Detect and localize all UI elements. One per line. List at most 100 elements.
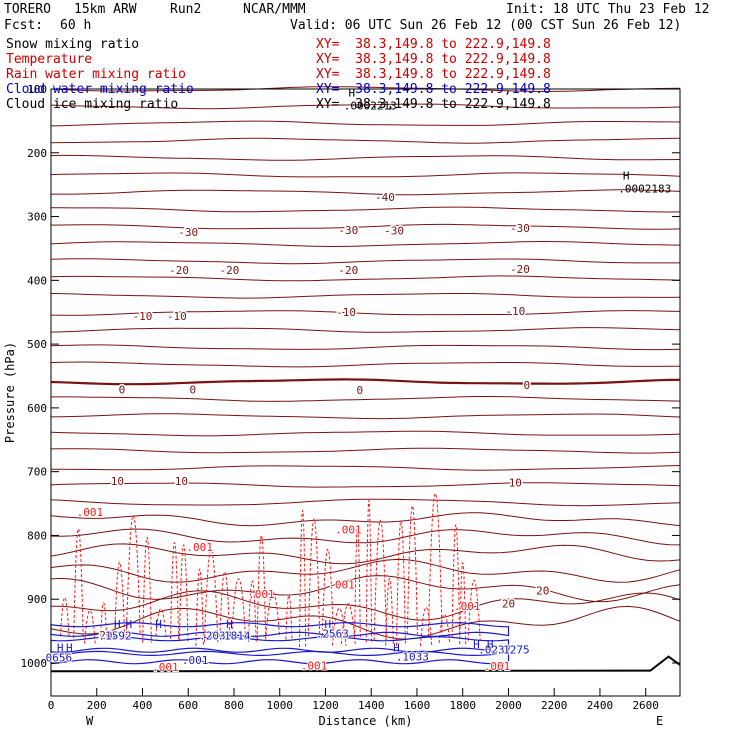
isotherm-line (50, 482, 681, 488)
isotherm-label: 10 (111, 475, 124, 488)
x-tick-label: 2400 (587, 699, 614, 712)
rain-contour (100, 602, 108, 638)
x-tick-label: 2200 (541, 699, 568, 712)
cloud-max-mark: H (324, 618, 331, 631)
isotherm-line (50, 558, 681, 583)
isotherm-line (50, 378, 681, 386)
forecast-label: Fcst: (4, 18, 44, 33)
isotherm-line (50, 275, 681, 282)
rain-contour (396, 520, 406, 646)
isotherm-line (50, 86, 681, 93)
isotherm-line (51, 590, 681, 621)
rain-contour (285, 594, 293, 640)
isotherm-line (50, 543, 681, 565)
terrain-line-path (50, 655, 681, 673)
isotherm-label: 10 (509, 477, 522, 490)
cloud-max-mark: H (226, 618, 233, 631)
legend-snow-xy: XY= 38.3,149.8 to 222.9,149.8 (316, 37, 551, 52)
isotherm-label: 0 (119, 383, 126, 396)
isotherm-line (50, 430, 681, 437)
y-tick-label: 100 (27, 83, 47, 96)
legend-cloud-water-xy: XY= 38.3,149.8 to 222.9,149.8 (316, 82, 551, 97)
rain-contour (195, 568, 204, 646)
cloud-max-mark: H (57, 642, 64, 655)
cloud-water-label: .1592 (98, 630, 131, 643)
isotherm-label: -20 (510, 263, 530, 276)
plot-frame-rect (50, 88, 681, 697)
isotherm-line (50, 498, 681, 507)
isotherm-line (50, 103, 681, 110)
rain-contour (265, 591, 281, 636)
rain-contour (427, 492, 443, 637)
y-tick-label: 500 (27, 338, 47, 351)
x-tick-label: 0 (48, 699, 55, 712)
cloud-water-label: .001 (182, 654, 209, 667)
rain-contour (73, 528, 84, 639)
rain-label: .001 (301, 660, 328, 673)
isotherm-line (50, 361, 681, 368)
rain-label: .001 (335, 524, 362, 537)
legend-cloud-water: Cloud water mixing ratio (6, 82, 194, 97)
isotherm-line (50, 575, 681, 603)
x-tick-label: 2000 (495, 699, 522, 712)
plot-frame (50, 88, 681, 697)
rain-label: .001 (186, 541, 213, 554)
cloud-water-label: .1033 (396, 651, 429, 664)
rain-contour (114, 561, 126, 640)
rain-contour (203, 548, 219, 643)
legend-cloud-ice: Cloud ice mixing ratio (6, 97, 179, 112)
isotherm-line (50, 172, 681, 178)
rain-contour (467, 579, 481, 641)
cloud-max-mark: H (155, 618, 162, 631)
y-tick-label: 400 (27, 274, 47, 287)
run-name: Run2 (170, 2, 202, 17)
isotherm-line (50, 240, 681, 248)
isotherm-line (50, 465, 681, 471)
cloud-max-mark: H (473, 638, 480, 651)
isotherm-line (50, 137, 681, 144)
y-tick-label: 300 (27, 211, 47, 224)
y-axis-title: Pressure (hPa) (3, 342, 17, 443)
isotherm-label: -30 (178, 226, 198, 239)
cloud-water-contours (50, 622, 510, 665)
east-label: E (656, 714, 663, 728)
isotherm-label: 20 (99, 629, 112, 642)
rain-contour (373, 519, 387, 641)
rain-contour (231, 578, 247, 640)
isotherm-label: 20 (536, 584, 549, 597)
isotherm-label: -20 (219, 264, 239, 277)
y-tick-label: 700 (27, 466, 47, 479)
rain-contour (178, 544, 189, 642)
isotherm-line (50, 292, 681, 299)
cloud-water-label: .1814 (217, 630, 250, 643)
y-tick-label: 200 (27, 147, 47, 160)
isotherm-label: -10 (336, 306, 356, 319)
isotherm-line (50, 258, 680, 265)
isotherm-line (50, 154, 681, 161)
legend-rain: Rain water mixing ratio (6, 67, 187, 82)
isotherm-line (50, 413, 681, 420)
isotherm-line (51, 396, 681, 402)
isotherm-line (50, 327, 681, 333)
rain-label: .001 (152, 661, 179, 674)
cloud-water-label: .1275 (496, 644, 529, 657)
isotherm-label: -10 (167, 310, 187, 323)
isotherm-line (50, 512, 681, 527)
isotherm-label: -30 (338, 224, 358, 237)
organization: NCAR/MMM (243, 2, 306, 17)
rain-label: .001 (328, 579, 355, 592)
y-tick-label: 800 (27, 529, 47, 542)
rain-contour (459, 562, 467, 645)
terrain-line (50, 655, 681, 673)
rain-contour (84, 609, 96, 644)
init-time: Init: 18 UTC Thu 23 Feb 12 (506, 2, 710, 17)
isotherm-label: 10 (175, 475, 188, 488)
isotherm-label: -10 (133, 310, 153, 323)
valid-time: Valid: 06 UTC Sun 26 Feb 12 (00 CST Sun … (290, 18, 682, 33)
rain-label: .001 (454, 600, 481, 613)
x-tick-label: 1600 (404, 699, 431, 712)
x-tick-label: 800 (224, 699, 244, 712)
isotherm-label: -30 (384, 225, 404, 238)
x-tick-label: 600 (178, 699, 198, 712)
isotherm-line (51, 189, 681, 196)
